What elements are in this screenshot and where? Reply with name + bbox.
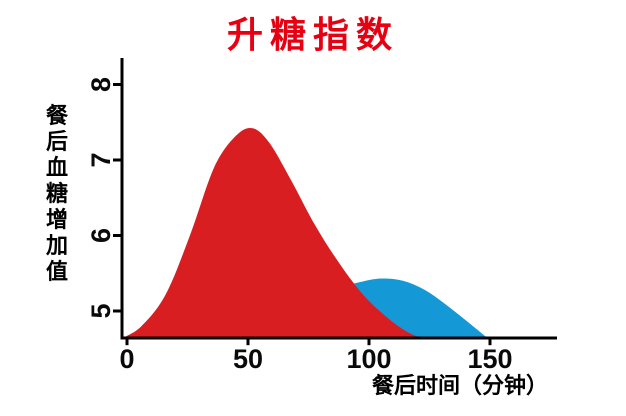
y-tick-label: 7 xyxy=(86,152,116,167)
x-tick-label: 0 xyxy=(119,344,134,374)
x-axis-label: 餐后时间（分钟） xyxy=(372,373,549,398)
y-axis-label: 餐后血糖增加值 xyxy=(45,103,68,284)
x-tick-label: 100 xyxy=(346,344,391,374)
series-layer xyxy=(122,127,488,339)
chart-title: 升糖指数 xyxy=(226,14,399,55)
fast-rise-curve-area xyxy=(122,127,423,339)
y-tick-label: 5 xyxy=(86,303,116,318)
y-tick-label: 8 xyxy=(86,77,116,92)
x-tick-label: 150 xyxy=(467,344,512,374)
y-tick-label: 6 xyxy=(86,228,116,243)
ticks-layer: 0 50 100 150 5 6 7 8 xyxy=(86,77,513,374)
x-tick-label: 50 xyxy=(233,344,263,374)
